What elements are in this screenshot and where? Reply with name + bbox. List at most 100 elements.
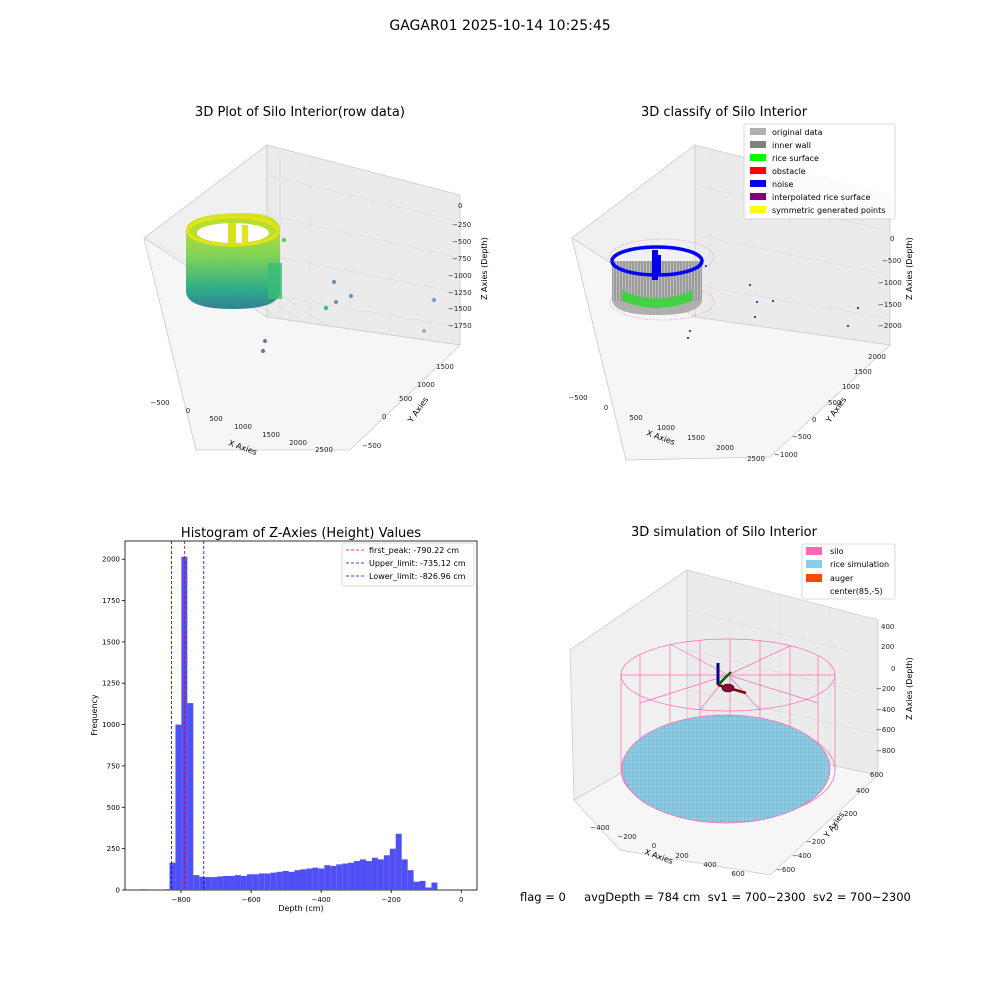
simulation-y-tick: 400 [856, 787, 869, 795]
simulation-z-tick: −200 [876, 685, 895, 693]
legend-inner-wall: inner wall [772, 141, 811, 150]
histogram-bar [425, 887, 432, 890]
histogram-bar [383, 855, 390, 890]
classify-3d-plot: 3D classify of Silo Interior −500 0 500 [568, 105, 914, 463]
histogram-bar [330, 866, 337, 890]
raw-z-tick: −1250 [448, 289, 472, 297]
classify-x-tick: 2500 [747, 455, 765, 463]
classify-y-tick: 500 [828, 399, 841, 407]
raw-x-tick: 2000 [289, 439, 307, 447]
simulation-legend: silo rice simulation auger center(85,-5) [801, 543, 896, 600]
histogram-y-tick-label: 0 [116, 887, 120, 895]
histogram-y-tick-label: 250 [107, 845, 120, 853]
histogram-bar [258, 873, 265, 890]
classify-title: 3D classify of Silo Interior [641, 105, 808, 120]
simulation-silo-wireframe [620, 638, 836, 821]
histogram-y-tick-label: 750 [107, 762, 120, 770]
simulation-x-tick: 600 [731, 870, 744, 878]
raw-z-label: Z Axies (Depth) [480, 237, 489, 300]
legend-auger: auger [830, 574, 854, 583]
classify-y-tick: −1000 [774, 451, 798, 459]
simulation-y-tick: 0 [834, 824, 838, 832]
simulation-x-tick: −400 [590, 824, 609, 832]
classify-z-label: Z Axies (Depth) [905, 237, 914, 300]
histogram-legend-label: Upper_limit: -735.12 cm [369, 559, 466, 568]
histogram-bar [246, 874, 253, 890]
classify-z-tick: −2000 [878, 322, 902, 330]
classify-z-tick: 0 [890, 235, 894, 243]
legend-rice-simulation: rice simulation [830, 560, 889, 569]
histogram-y-tick-label: 1750 [102, 597, 120, 605]
classify-x-tick: 2000 [716, 444, 734, 452]
classify-x-tick: 500 [629, 414, 642, 422]
histogram-bar [282, 870, 289, 890]
histogram-y-tick-label: 1500 [102, 638, 120, 646]
simulation-z-tick: 200 [881, 643, 894, 651]
classify-z-tick: −1000 [878, 279, 902, 287]
histogram-bar [312, 867, 319, 890]
raw-3d-plot: 3D Plot of Silo Interior(row data) [143, 105, 489, 455]
histogram-bar [252, 874, 259, 890]
histogram-bar [413, 881, 420, 890]
classify-y-tick: −500 [792, 433, 811, 441]
simulation-x-tick: 0 [652, 842, 656, 850]
classify-x-ticks: −500 0 500 1000 1500 2000 2500 [568, 394, 765, 463]
classify-y-tick: 1000 [842, 383, 860, 391]
simulation-z-tick: −400 [876, 706, 895, 714]
histogram-bar [365, 861, 372, 890]
legend-interpolated: interpolated rice surface [772, 193, 870, 202]
simulation-x-tick: 200 [675, 852, 688, 860]
figure-title: GAGAR01 2025-10-14 10:25:45 [389, 18, 611, 34]
histogram-bar [389, 848, 396, 890]
histogram-bar [276, 871, 283, 890]
raw-z-tick: −500 [452, 238, 471, 246]
legend-silo: silo [830, 547, 844, 556]
raw-title: 3D Plot of Silo Interior(row data) [195, 105, 405, 120]
legend-rice-surface: rice surface [772, 154, 819, 163]
histogram-bar [175, 724, 182, 890]
histogram-x-tick-label: 0 [459, 896, 463, 904]
histogram-bar [223, 875, 230, 890]
raw-x-tick: 1000 [234, 423, 252, 431]
simulation-z-tick: 400 [881, 623, 894, 631]
histogram-bar [336, 864, 343, 890]
histogram-x-tick-label: −400 [312, 896, 331, 904]
raw-y-ticks: −500 0 500 1000 1500 [362, 363, 454, 450]
raw-x-tick: 500 [209, 415, 222, 423]
classify-legend: original data inner wall rice surface ob… [743, 123, 896, 220]
histogram-bar [360, 859, 366, 890]
raw-z-tick: −250 [452, 221, 471, 229]
classify-x-tick: −500 [568, 394, 587, 402]
raw-y-tick: 0 [382, 413, 386, 421]
simulation-auger [716, 663, 747, 695]
histogram-chart: Histogram of Z-Axies (Height) Values −80… [90, 526, 478, 913]
raw-point-cloud [186, 213, 282, 309]
raw-z-tick: −1000 [448, 272, 472, 280]
classify-x-tick: 1000 [657, 424, 675, 432]
raw-y-tick: 1000 [417, 381, 435, 389]
raw-z-tick: −750 [452, 255, 471, 263]
histogram-bar [407, 870, 414, 890]
histogram-title: Histogram of Z-Axies (Height) Values [181, 526, 421, 541]
classify-x-tick: 1500 [687, 434, 705, 442]
classify-y-ticks: −1000 −500 0 500 1000 1500 2000 [774, 353, 886, 459]
simulation-title: 3D simulation of Silo Interior [631, 525, 818, 540]
raw-y-tick: −500 [362, 442, 381, 450]
classify-y-tick: 2000 [868, 353, 886, 361]
classify-z-ticks: 0 −500 −1000 −1500 −2000 [878, 235, 902, 330]
raw-x-tick: 0 [186, 407, 190, 415]
raw-z-tick: −1500 [448, 305, 472, 313]
raw-x-tick: −500 [150, 399, 169, 407]
raw-z-tick: 0 [458, 202, 462, 210]
histogram-bar [318, 868, 325, 890]
histogram-bar [163, 889, 170, 890]
histogram-x-tick-label: −600 [241, 896, 260, 904]
simulation-z-tick: 0 [891, 665, 895, 673]
simulation-z-tick: −800 [876, 747, 895, 755]
raw-z-ticks: 0 −250 −500 −750 −1000 −1250 −1500 −1750 [448, 202, 472, 330]
histogram-bar [229, 875, 235, 890]
histogram-bar [193, 875, 200, 890]
simulation-x-ticks: −400 −200 0 200 400 600 [590, 824, 744, 878]
classify-z-tick: −500 [882, 257, 901, 265]
histogram-bar [211, 877, 218, 890]
